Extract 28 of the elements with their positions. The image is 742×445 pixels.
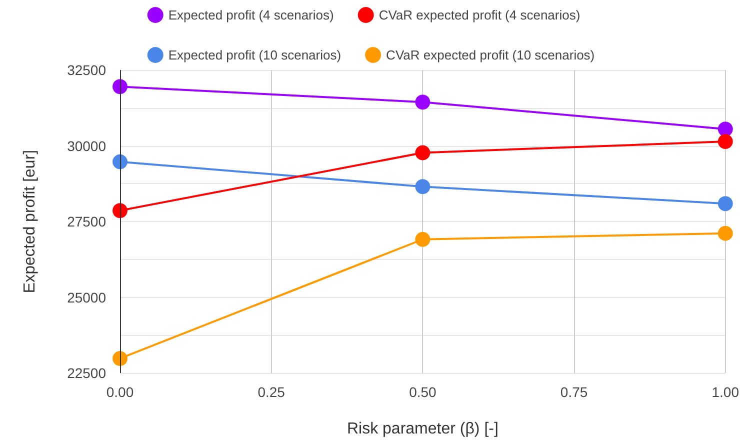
y-tick-label: 22500 <box>67 365 106 381</box>
y-tick-label: 25000 <box>67 289 106 306</box>
y-tick-label: 30000 <box>67 138 106 154</box>
point <box>415 94 430 110</box>
x-tick-label: 0.75 <box>560 384 588 400</box>
legend-label: CVaR expected profit (4 scenarios) <box>378 8 580 22</box>
y-tick-label: 27500 <box>67 214 106 230</box>
x-tick-label: 1.00 <box>712 384 740 400</box>
point <box>112 79 128 94</box>
point <box>112 350 128 366</box>
legend-label: Expected profit (10 scenarios) <box>168 48 342 62</box>
point <box>415 145 430 160</box>
x-tick-label: 0.25 <box>258 384 286 400</box>
y-tick-label: 32500 <box>67 62 106 78</box>
x-tick-label: 0.00 <box>106 384 134 400</box>
legend-label: Expected profit (4 scenarios) <box>168 8 334 22</box>
point <box>718 196 733 212</box>
legend-label: CVaR expected profit (10 scenarios) <box>386 48 595 62</box>
point <box>718 122 733 137</box>
y-axis-title: Expected profit [eur] <box>22 150 38 294</box>
x-tick-label: 0.50 <box>409 384 437 400</box>
point <box>112 154 128 170</box>
point <box>112 203 128 218</box>
point <box>718 134 733 150</box>
point <box>718 226 733 241</box>
point <box>415 232 430 247</box>
x-axis-title: Risk parameter (β) [-] <box>346 420 498 438</box>
point <box>415 179 430 194</box>
